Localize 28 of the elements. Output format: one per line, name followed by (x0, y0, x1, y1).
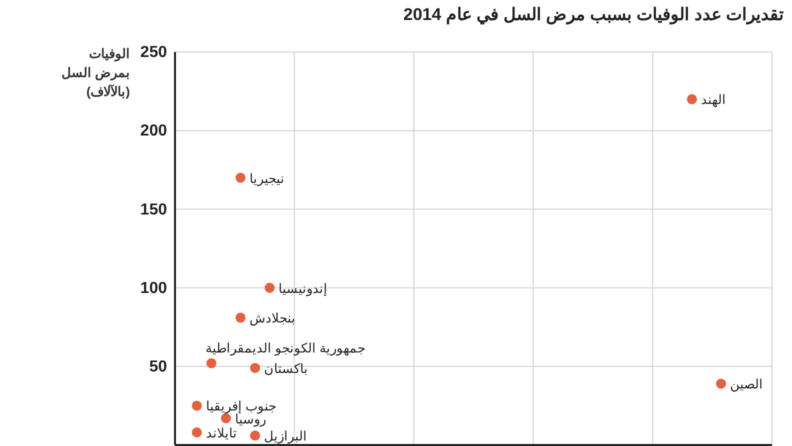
point (686, 94, 697, 104)
y-tick-label: 250 (140, 44, 168, 62)
series-label: الصين (730, 376, 764, 393)
point (250, 362, 260, 373)
series-label: باكستان (264, 360, 308, 376)
chart-title: تقديرات عدد الوفيات بسبب مرض السل في عام 2014 (403, 5, 784, 25)
y-tick-label: 100 (140, 280, 168, 297)
series-label: بنجلادش (250, 310, 296, 327)
y-tick-label: 50 (149, 358, 168, 376)
series-label: إندونيسيا (278, 280, 328, 297)
series-label: تايلاند (206, 425, 237, 440)
point (250, 430, 260, 441)
y-tick-label: 200 (140, 122, 168, 140)
series-label: جنوب إفريقيا (206, 398, 276, 415)
point (220, 413, 231, 424)
series-label: الهند (700, 92, 726, 108)
series-label: جمهورية الكونجو الديمقراطية (205, 340, 366, 356)
y-axis-title: الوفيات بمرض السل (بالآلاف) (61, 46, 130, 99)
series-label: البرازيل (264, 428, 308, 445)
point (236, 312, 246, 323)
series-label: نيجيريا (250, 170, 285, 187)
point (206, 358, 216, 368)
point (236, 172, 246, 183)
point (192, 427, 202, 438)
point (192, 400, 202, 411)
y-tick-label: 150 (140, 201, 168, 218)
point (264, 282, 275, 293)
point (716, 378, 726, 389)
